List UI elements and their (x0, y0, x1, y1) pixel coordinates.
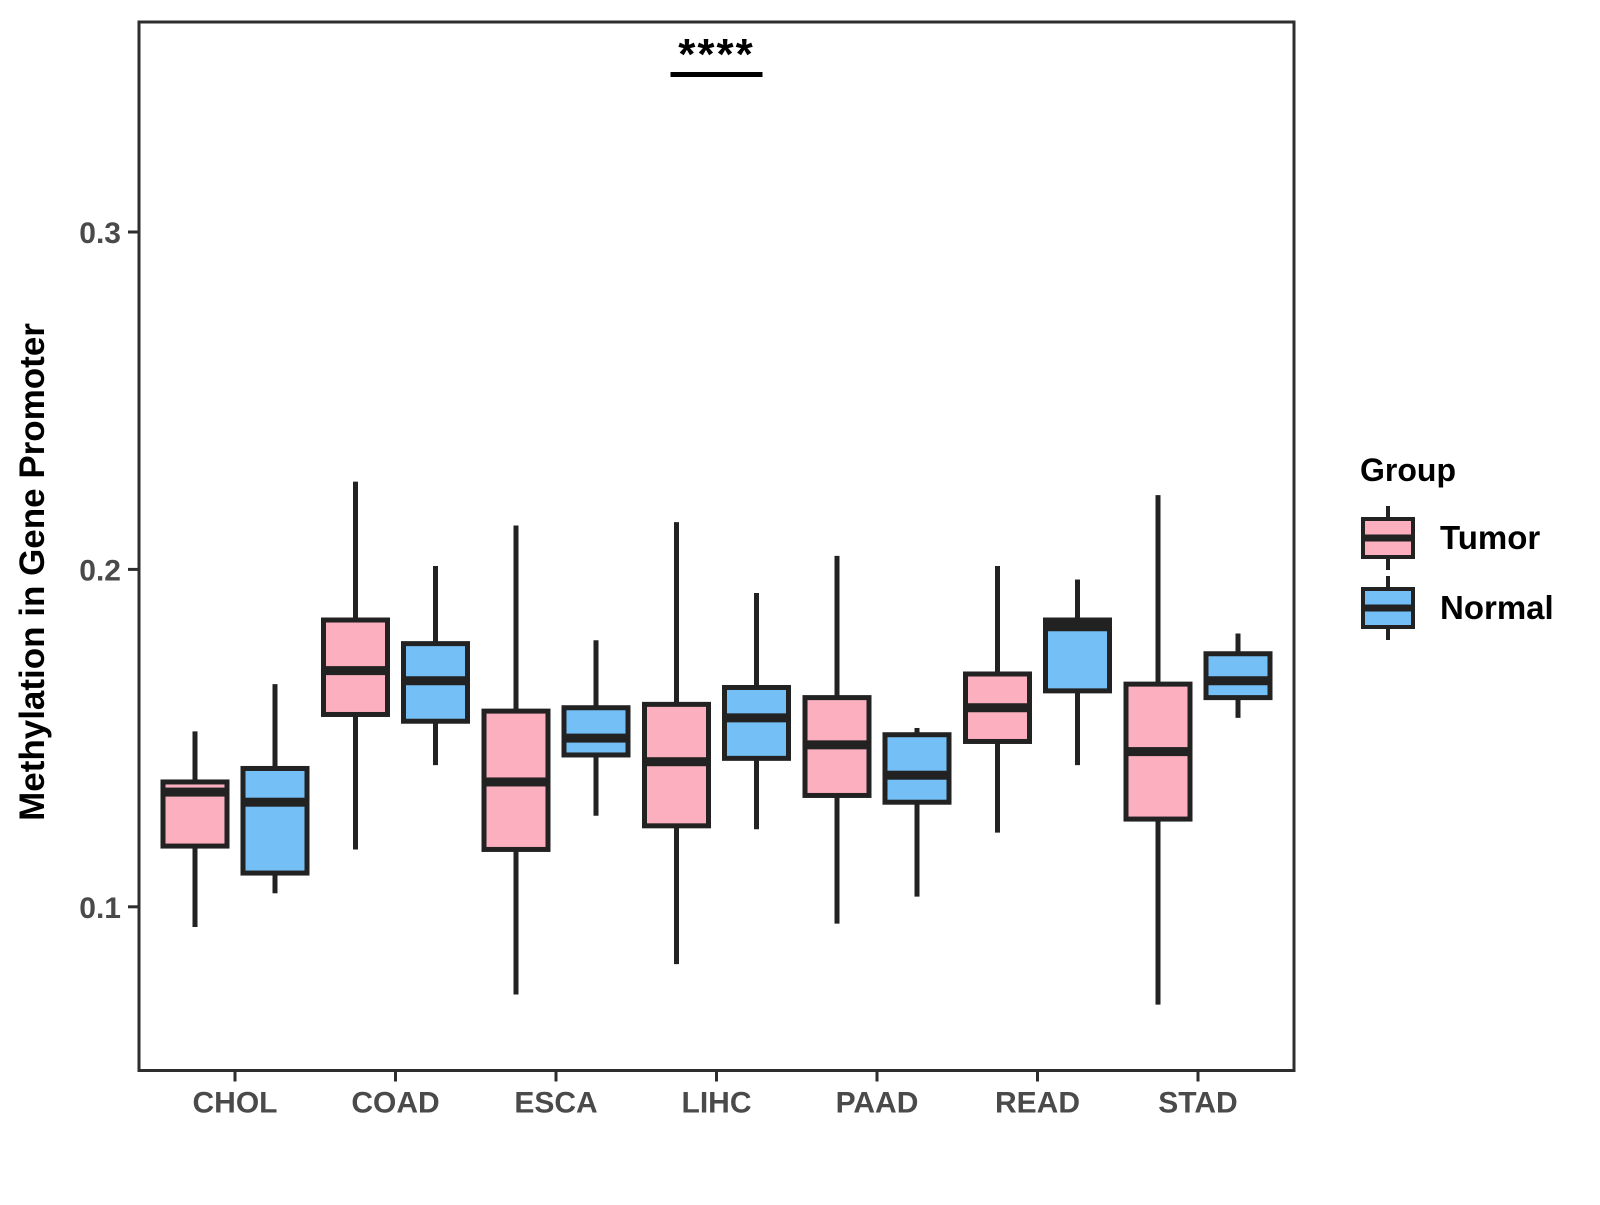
x-tick-label-LIHC: LIHC (682, 1087, 752, 1120)
legend-title: Group (1360, 452, 1456, 488)
y-tick-label-0.1: 0.1 (79, 892, 121, 925)
box-READ-Normal (1043, 617, 1112, 694)
box-STAD-Normal (1203, 651, 1273, 701)
box-ESCA-Normal (561, 705, 631, 758)
median-LIHC-Tumor (644, 757, 709, 767)
median-PAAD-Tumor (805, 740, 869, 750)
median-READ-Normal (1045, 622, 1110, 632)
x-tick-label-COAD: COAD (351, 1087, 439, 1120)
x-tick-label-PAAD: PAAD (836, 1087, 919, 1120)
legend-item-tumor: Tumor (1360, 505, 1554, 571)
panel-border (137, 20, 1296, 1072)
x-tick-label-READ: READ (995, 1087, 1080, 1120)
box-CHOL-Normal (240, 765, 310, 876)
y-tick-label-0.3: 0.3 (79, 217, 121, 250)
boxplot-key-icon (1361, 576, 1415, 640)
y-axis-title: Methylation in Gene Promoter (13, 323, 52, 821)
median-ESCA-Normal (564, 733, 628, 743)
legend: Group Tumor Normal (1360, 452, 1554, 645)
x-tick-label-CHOL: CHOL (193, 1087, 278, 1120)
median-PAAD-Normal (885, 770, 949, 780)
median-CHOL-Normal (243, 797, 307, 807)
legend-label-normal: Normal (1440, 589, 1554, 626)
median-STAD-Normal (1206, 676, 1270, 686)
box-PAAD-Normal (882, 732, 952, 805)
median-STAD-Tumor (1126, 747, 1190, 757)
legend-label-tumor: Tumor (1440, 519, 1541, 556)
legend-item-normal: Normal (1360, 575, 1554, 641)
x-tick-label-ESCA: ESCA (514, 1087, 597, 1120)
x-tick-label-STAD: STAD (1158, 1087, 1237, 1120)
y-tick-label-0.2: 0.2 (79, 554, 121, 587)
median-CHOL-Tumor (163, 787, 227, 797)
box-LIHC-Normal (722, 684, 791, 761)
median-ESCA-Tumor (484, 777, 548, 787)
boxplot-key-icon (1361, 506, 1415, 570)
significance-stars: **** (678, 30, 755, 79)
median-LIHC-Normal (724, 713, 789, 723)
median-READ-Tumor (965, 703, 1030, 713)
median-COAD-Normal (403, 676, 468, 686)
median-COAD-Tumor (323, 666, 388, 676)
